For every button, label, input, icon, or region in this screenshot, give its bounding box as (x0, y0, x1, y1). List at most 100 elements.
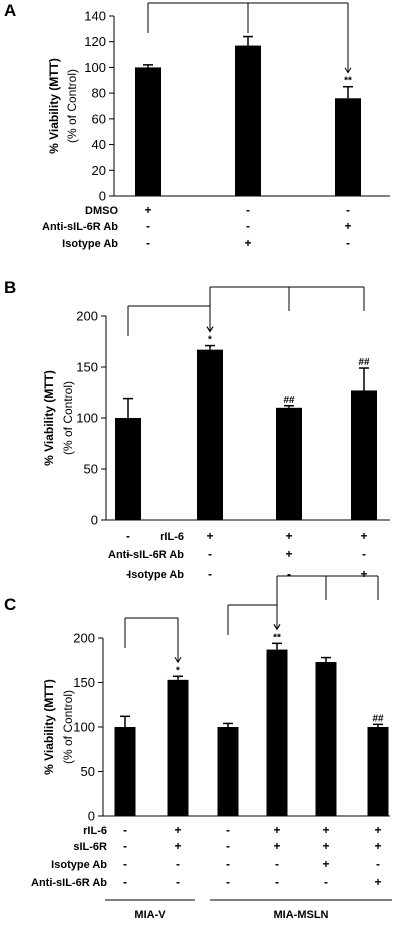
panel-b-condition-sign: + (360, 529, 367, 543)
panel-b-letter: B (4, 278, 16, 297)
panel-a-y-axis-sublabel: (% of Control) (65, 69, 79, 143)
panel-a-condition-label: Isotype Ab (62, 238, 118, 250)
panel-c-condition-sign: - (176, 857, 180, 871)
panel-c-condition-sign: + (174, 823, 181, 837)
panel-a-y-tick-label: 120 (84, 34, 106, 49)
panel-c-condition-sign: - (275, 857, 279, 871)
panel-c-y-tick-label: 200 (73, 631, 95, 646)
panel-c-condition-sign: - (226, 839, 230, 853)
panel-b-bar (276, 407, 302, 520)
panel-b-bar (197, 349, 223, 520)
panel-a-y-tick-label: 100 (84, 60, 106, 75)
panel-b-condition-sign: - (126, 529, 130, 543)
panel-b-significance-marker: * (208, 335, 212, 346)
panel-b-y-axis-sublabel: (% of Control) (61, 381, 75, 455)
panel-c-condition-sign: + (322, 839, 329, 853)
panel-c-y-tick-label: 100 (73, 720, 95, 735)
panel-c-condition-sign: - (324, 875, 328, 889)
panel-b-condition-sign: + (360, 567, 367, 581)
panel-c-y-tick-label: 0 (88, 809, 95, 824)
panel-c-condition-label: Isotype Ab (51, 859, 107, 871)
panel-a-condition-sign: - (346, 236, 350, 250)
panel-a-y-tick-label: 60 (92, 111, 106, 126)
panel-a-bar (135, 67, 161, 196)
panel-c-condition-label: sIL-6R (73, 841, 107, 853)
panel-b-y-tick-label: 0 (91, 513, 98, 528)
panel-c-bracket-arrowhead (174, 657, 182, 664)
panel-b-y-tick-label: 150 (76, 360, 98, 375)
panel-b-y-tick-label: 200 (76, 309, 98, 324)
panel-c-y-tick-label: 150 (73, 675, 95, 690)
panel-b-condition-sign: - (126, 547, 130, 561)
panel-c-significance-marker: ** (273, 632, 281, 643)
panel-c-letter: C (4, 595, 16, 614)
panel-c-condition-label: rIL-6 (83, 825, 107, 837)
panel-c-group-label: MIA-V (134, 909, 166, 921)
panel-a-y-tick-label: 80 (92, 86, 106, 101)
panel-c-condition-sign: - (123, 839, 127, 853)
panel-a-bar (235, 45, 261, 197)
panel-a-condition-sign: + (144, 203, 151, 217)
panel-c-condition-sign: + (273, 823, 280, 837)
panel-a-condition-sign: - (246, 203, 250, 217)
panel-c-condition-sign: + (374, 839, 381, 853)
panel-c-bar (167, 679, 189, 816)
panel-b-condition-label: rIL-6 (160, 531, 184, 543)
panel-c-condition-sign: + (374, 875, 381, 889)
panel-a-significance-marker: ** (344, 76, 352, 87)
panel-c-condition-sign: - (376, 857, 380, 871)
panel-a-y-axis-label: % Viability (MTT) (47, 58, 61, 154)
panel-a-condition-sign: - (246, 219, 250, 233)
panel-c-condition-sign: + (174, 839, 181, 853)
panel-c-significance-marker: ## (372, 713, 384, 724)
panel-a-bracket-arrowhead (344, 67, 352, 74)
panel-a-letter: A (4, 1, 16, 20)
panel-b-condition-sign: - (126, 567, 130, 581)
panel-b-condition-sign: - (208, 547, 212, 561)
panel-b-condition-sign: - (208, 567, 212, 581)
panel-c-condition-sign: + (322, 823, 329, 837)
panel-b-y-axis-label: % Viability (MTT) (42, 370, 56, 466)
panel-b-bar (351, 390, 377, 520)
panel-a-condition-label: Anti-sIL-6R Ab (42, 221, 118, 233)
panel-c-bar (266, 649, 288, 816)
panel-c-significance-marker: * (176, 665, 180, 676)
panel-a-condition-sign: - (346, 203, 350, 217)
panel-a-y-tick-label: 140 (84, 9, 106, 24)
panel-c-bar (114, 727, 136, 816)
panel-b-condition-sign: - (287, 567, 291, 581)
panel-a-condition-sign: + (244, 236, 251, 250)
panel-b-condition-sign: + (206, 529, 213, 543)
panel-b-significance-marker: ## (358, 357, 370, 368)
panel-b-bar (115, 418, 141, 520)
panel-c-condition-sign: + (322, 857, 329, 871)
panel-c-group-label: MIA-MSLN (274, 909, 329, 921)
panel-c-bar (217, 727, 239, 816)
panel-c-y-tick-label: 50 (81, 764, 95, 779)
panel-a-y-tick-label: 20 (92, 163, 106, 178)
panel-b-y-tick-label: 100 (76, 411, 98, 426)
panel-b-significance-marker: ## (283, 395, 295, 406)
panel-c-condition-sign: + (374, 823, 381, 837)
panel-c-condition-sign: + (273, 839, 280, 853)
panel-b-condition-sign: - (362, 547, 366, 561)
panel-c-condition-sign: - (123, 823, 127, 837)
panel-a-y-tick-label: 0 (99, 189, 106, 204)
panel-b-y-tick-label: 50 (84, 462, 98, 477)
panel-a-condition-sign: - (146, 219, 150, 233)
panel-b-bracket-arrowhead (206, 326, 214, 333)
panel-c-condition-sign: - (275, 875, 279, 889)
panel-a-bar (335, 98, 361, 196)
panel-c-y-axis-label: % Viability (MTT) (42, 679, 56, 775)
panel-c-bracket-arrowhead (273, 624, 281, 631)
panel-c-condition-sign: - (226, 823, 230, 837)
panel-c-condition-sign: - (226, 875, 230, 889)
panel-c-condition-label: Anti-sIL-6R Ab (31, 877, 107, 889)
panel-c-condition-sign: - (123, 857, 127, 871)
panel-c-condition-sign: - (123, 875, 127, 889)
panel-b-condition-label: Isotype Ab (128, 569, 184, 581)
panel-c-bar (367, 727, 389, 816)
panel-c-condition-sign: - (226, 857, 230, 871)
panel-c-bar (315, 662, 337, 816)
